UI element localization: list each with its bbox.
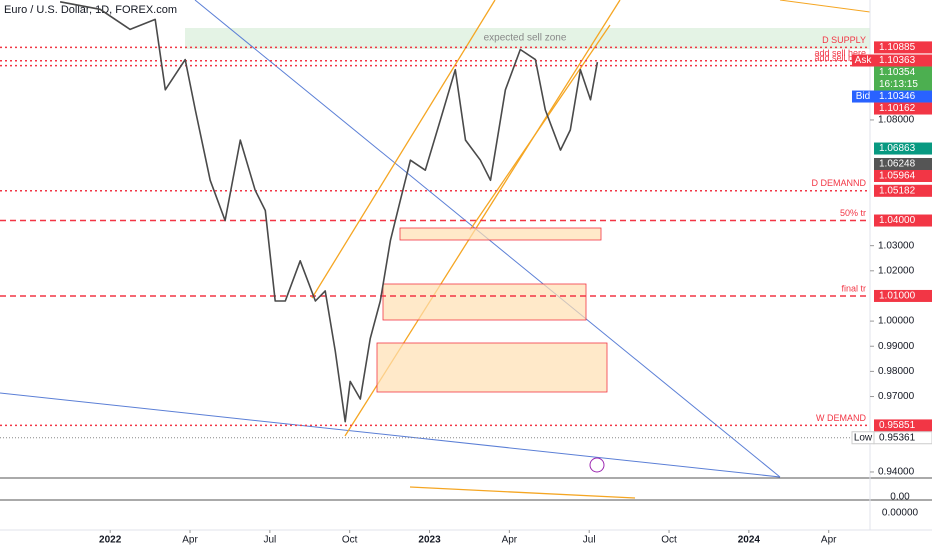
price-badge bbox=[874, 41, 932, 54]
title-bg bbox=[0, 2, 170, 18]
x-tick-label: Jul bbox=[583, 535, 596, 546]
level-label: D SUPPLY bbox=[822, 35, 866, 45]
zone-box bbox=[399, 227, 602, 241]
badge-value: 1.10363 bbox=[879, 55, 916, 66]
price-badge bbox=[874, 90, 932, 103]
sell-zone bbox=[185, 28, 870, 49]
price-badge bbox=[874, 169, 932, 182]
badge-value: 1.10162 bbox=[879, 103, 916, 114]
badge-value: 1.10354 bbox=[879, 67, 916, 78]
badge-value: 1.10346 bbox=[879, 91, 916, 102]
y-tick-label: 0.99000 bbox=[878, 341, 915, 352]
level-label: 50% tr bbox=[840, 208, 866, 218]
badge-tag-text: Low bbox=[854, 432, 873, 443]
badge-value: 1.05182 bbox=[879, 185, 916, 196]
price-badge bbox=[874, 214, 932, 227]
zone-box bbox=[376, 342, 608, 393]
channel-line bbox=[469, 24, 611, 231]
price-line bbox=[59, 1, 599, 423]
event-icon[interactable] bbox=[589, 457, 605, 473]
badge-tag bbox=[851, 431, 875, 445]
y-tick-label: 1.02000 bbox=[878, 265, 915, 276]
chart-title: Euro / U.S. Dollar, 1D, FOREX.com bbox=[4, 4, 177, 16]
channel-line bbox=[311, 0, 496, 299]
badge-value: 0.95851 bbox=[879, 420, 916, 431]
price-badge bbox=[874, 157, 932, 170]
x-tick-label: 2024 bbox=[738, 535, 761, 546]
x-tick-label: Oct bbox=[661, 535, 677, 546]
badge-value: 1.01000 bbox=[879, 291, 916, 302]
x-tick-label: Apr bbox=[182, 535, 198, 546]
level-label: D DEMANND bbox=[811, 178, 866, 188]
price-badge bbox=[874, 184, 932, 197]
zone-box bbox=[382, 283, 587, 321]
price-badge bbox=[874, 289, 932, 302]
badge-tag bbox=[852, 54, 874, 67]
price-badge bbox=[874, 66, 932, 91]
price-badge bbox=[874, 419, 932, 432]
level-label: W DEMAND bbox=[816, 413, 866, 423]
y-tick-label: 0.97000 bbox=[878, 391, 915, 402]
level-label: add sell here bbox=[814, 53, 866, 63]
level-label: final tr bbox=[841, 283, 866, 293]
price-badge bbox=[874, 102, 932, 115]
pane-label: 0.00 bbox=[890, 492, 910, 503]
badge-value: 0.95361 bbox=[879, 432, 916, 443]
trend-line bbox=[0, 392, 781, 478]
y-tick-label: 1.00000 bbox=[878, 316, 915, 327]
badge-time: 16:13:15 bbox=[879, 79, 918, 90]
badge-value: 1.04000 bbox=[879, 215, 916, 226]
x-tick-label: Apr bbox=[502, 535, 518, 546]
x-tick-label: Oct bbox=[342, 535, 358, 546]
pane-label: 0.00000 bbox=[882, 508, 919, 519]
zone-label: expected sell zone bbox=[484, 33, 567, 44]
x-tick-label: Apr bbox=[821, 535, 837, 546]
badge-value: 1.05964 bbox=[879, 171, 916, 182]
price-badge bbox=[874, 142, 932, 155]
y-tick-label: 1.03000 bbox=[878, 240, 915, 251]
price-badge bbox=[874, 54, 932, 67]
badge-tag-text: Bid bbox=[856, 91, 870, 102]
x-tick-label: 2023 bbox=[418, 535, 441, 546]
indicator-line bbox=[409, 486, 636, 499]
badge-value: 1.10885 bbox=[879, 42, 916, 53]
level-label: add sell here bbox=[814, 48, 866, 58]
trend-line bbox=[779, 0, 871, 13]
y-tick-label: 1.08000 bbox=[878, 115, 915, 126]
y-tick-label: 0.98000 bbox=[878, 366, 915, 377]
badge-tag bbox=[852, 90, 874, 103]
y-tick-label: 0.94000 bbox=[878, 467, 915, 478]
x-tick-label: Jul bbox=[263, 535, 276, 546]
badge-value: 1.06248 bbox=[879, 159, 916, 170]
x-tick-label: 2022 bbox=[99, 535, 122, 546]
badge-value: 1.06863 bbox=[879, 143, 916, 154]
badge-tag-text: Ask bbox=[855, 55, 873, 66]
